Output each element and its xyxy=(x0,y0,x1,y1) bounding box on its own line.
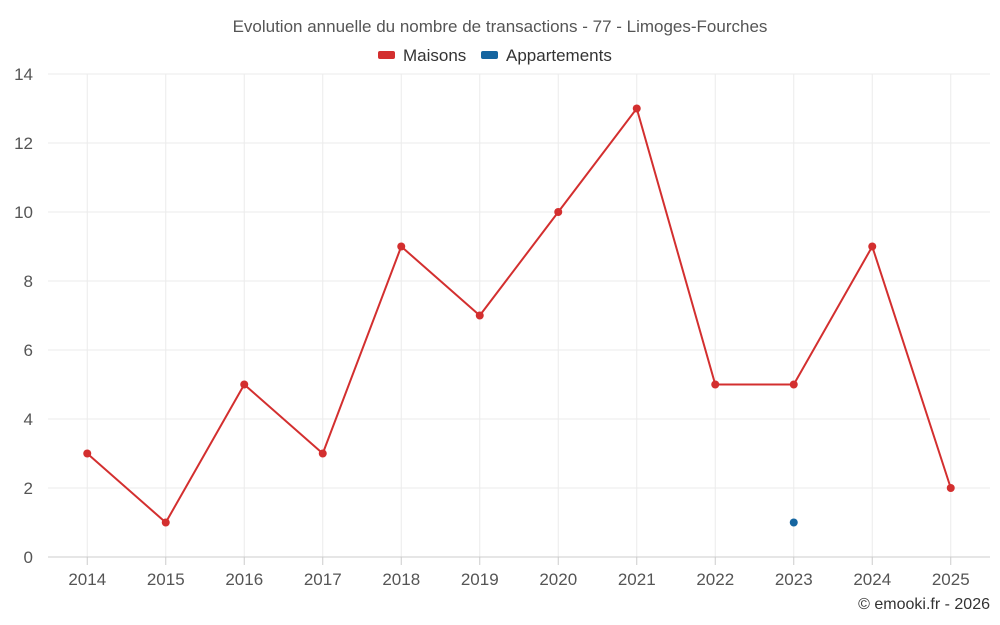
y-tick-label: 0 xyxy=(24,548,33,567)
x-tick-label: 2018 xyxy=(382,570,420,589)
data-point-maisons[interactable] xyxy=(161,518,170,527)
data-point-maisons[interactable] xyxy=(711,380,720,389)
legend-item-appartements[interactable]: Appartements xyxy=(481,46,612,65)
data-point-maisons[interactable] xyxy=(240,380,249,389)
data-point-maisons[interactable] xyxy=(789,380,798,389)
x-tick-label: 2022 xyxy=(696,570,734,589)
legend-swatch-maisons xyxy=(378,51,395,59)
y-tick-label: 8 xyxy=(24,272,33,291)
x-tick-label: 2016 xyxy=(225,570,263,589)
x-axis: 2014 2015 2016 2017 2018 2019 2020 2021 2022 2023… xyxy=(48,556,990,589)
x-tick-label: 2019 xyxy=(461,570,499,589)
data-point-appartements[interactable] xyxy=(789,518,798,527)
series xyxy=(83,104,955,527)
grid xyxy=(48,73,990,557)
y-tick-label: 12 xyxy=(14,134,33,153)
series-line-maisons xyxy=(86,107,952,524)
data-point-maisons[interactable] xyxy=(397,242,406,251)
x-tick-label: 2020 xyxy=(539,570,577,589)
y-tick-label: 14 xyxy=(14,65,33,84)
x-tick-label: 2021 xyxy=(618,570,656,589)
y-tick-label: 10 xyxy=(14,203,33,222)
data-point-maisons[interactable] xyxy=(83,449,92,458)
legend-label-maisons: Maisons xyxy=(403,46,466,65)
y-axis: 0 2 4 6 8 10 12 14 xyxy=(14,65,33,567)
credit-text: © emooki.fr - 2026 xyxy=(858,596,990,613)
legend-label-appartements: Appartements xyxy=(506,46,612,65)
data-point-maisons[interactable] xyxy=(868,242,877,251)
data-point-maisons[interactable] xyxy=(475,311,484,320)
x-tick-label: 2015 xyxy=(147,570,185,589)
chart-title: Evolution annuelle du nombre de transact… xyxy=(233,17,768,36)
data-point-maisons[interactable] xyxy=(554,208,563,216)
data-point-maisons[interactable] xyxy=(946,484,955,492)
y-tick-label: 4 xyxy=(24,410,33,429)
x-tick-label: 2024 xyxy=(853,570,891,589)
x-tick-label: 2014 xyxy=(68,570,106,589)
legend: Maisons Appartements xyxy=(378,46,612,65)
y-tick-label: 2 xyxy=(24,479,33,498)
x-tick-label: 2025 xyxy=(932,570,970,589)
x-tick-label: 2017 xyxy=(304,570,342,589)
y-tick-label: 6 xyxy=(24,341,33,360)
data-point-maisons[interactable] xyxy=(632,104,641,113)
data-point-maisons[interactable] xyxy=(318,449,327,458)
x-tick-label: 2023 xyxy=(775,570,813,589)
legend-item-maisons[interactable]: Maisons xyxy=(378,46,466,65)
legend-swatch-appartements xyxy=(481,51,498,59)
